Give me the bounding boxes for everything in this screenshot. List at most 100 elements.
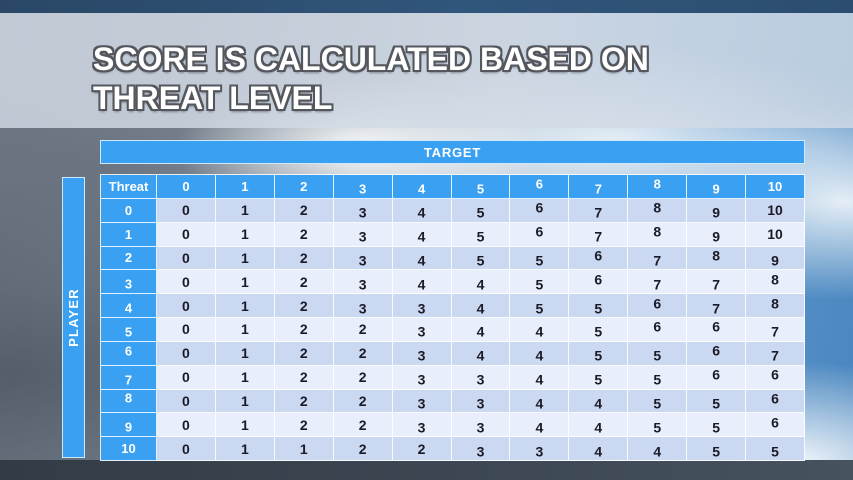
score-cell-r8-c1-text: 1 xyxy=(240,392,249,409)
score-cell-r7-c7-text: 5 xyxy=(594,371,603,388)
score-cell-r2-c0-text: 0 xyxy=(182,249,190,266)
score-cell-r9-c9: 5 xyxy=(687,413,747,438)
score-cell-r7-c8-text: 5 xyxy=(653,371,662,388)
score-cell-r9-c0: 0 xyxy=(157,413,216,438)
score-cell-r4-c7: 5 xyxy=(569,294,629,318)
target-column-header-7: 7 xyxy=(569,175,629,199)
score-cell-r7-c5: 3 xyxy=(451,365,511,390)
score-cell-r4-c8: 6 xyxy=(628,294,688,318)
score-cell-r2-c4-text: 4 xyxy=(417,252,426,269)
score-cell-r6-c4-text: 3 xyxy=(417,347,426,364)
score-cell-r7-c6-text: 4 xyxy=(535,371,544,388)
score-cell-r3-c6: 5 xyxy=(510,270,570,295)
score-cell-r2-c9: 8 xyxy=(687,246,747,271)
score-cell-r3-c2: 2 xyxy=(274,270,334,295)
score-cell-r7-c1: 1 xyxy=(215,365,275,390)
score-cell-r8-c2: 2 xyxy=(274,389,334,414)
player-row-header-6: 6 xyxy=(101,341,157,366)
target-column-header-9-text: 9 xyxy=(712,181,720,197)
score-cell-r8-c10: 6 xyxy=(746,389,805,414)
score-cell-r4-c5-text: 4 xyxy=(476,300,485,317)
score-cell-r7-c4: 3 xyxy=(392,365,452,390)
score-cell-r4-c9: 7 xyxy=(687,294,747,318)
score-cell-r6-c9-text: 6 xyxy=(712,342,721,359)
score-cell-r5-c10-text: 7 xyxy=(771,323,779,340)
score-cell-r7-c3: 2 xyxy=(333,365,393,390)
score-cell-r9-c5-text: 3 xyxy=(476,419,485,436)
score-cell-r3-c4-text: 4 xyxy=(417,276,426,293)
target-column-header-8: 8 xyxy=(628,175,688,199)
score-cell-r5-c9-text: 6 xyxy=(712,318,721,335)
target-column-header-7-text: 7 xyxy=(594,181,602,197)
score-cell-r0-c6-text: 6 xyxy=(535,199,544,216)
player-row-header-3-text: 3 xyxy=(124,276,133,292)
bottom-dark-band xyxy=(0,460,853,480)
score-cell-r4-c1: 1 xyxy=(215,294,275,318)
score-cell-r4-c9-text: 7 xyxy=(712,300,721,317)
player-row-header-10: 10 xyxy=(101,437,157,461)
slide-title: SCORE IS CALCULATED BASED ON THREAT LEVE… xyxy=(93,40,649,118)
score-cell-r10-c6-text: 3 xyxy=(535,443,544,460)
score-cell-r3-c9: 7 xyxy=(687,270,747,295)
score-cell-r0-c4-text: 4 xyxy=(417,204,426,221)
target-axis-bar: TARGET xyxy=(100,140,805,164)
score-cell-r7-c0-text: 0 xyxy=(182,369,190,386)
target-column-header-5-text: 5 xyxy=(476,181,485,197)
score-cell-r9-c3: 2 xyxy=(333,413,393,438)
score-cell-r6-c3-text: 2 xyxy=(358,345,367,362)
score-cell-r7-c1-text: 1 xyxy=(240,369,249,386)
score-cell-r1-c9: 9 xyxy=(687,222,747,247)
score-cell-r10-c1: 1 xyxy=(215,437,275,461)
score-cell-r8-c1: 1 xyxy=(215,389,275,414)
score-cell-r4-c0: 0 xyxy=(157,294,216,318)
score-cell-r0-c10-text: 10 xyxy=(767,202,783,219)
player-row-header-0-text: 0 xyxy=(124,202,133,218)
score-cell-r10-c4-text: 2 xyxy=(417,440,426,457)
score-cell-r1-c7: 7 xyxy=(569,222,629,247)
score-cell-r9-c2: 2 xyxy=(274,413,334,438)
score-cell-r10-c7-text: 4 xyxy=(594,443,603,460)
score-cell-r3-c8: 7 xyxy=(628,270,688,295)
score-cell-r4-c6: 5 xyxy=(510,294,570,318)
score-cell-r9-c7-text: 4 xyxy=(594,419,603,436)
score-cell-r9-c6: 4 xyxy=(510,413,570,438)
score-cell-r4-c8-text: 6 xyxy=(653,295,662,312)
score-cell-r0-c9-text: 9 xyxy=(712,204,721,221)
score-cell-r1-c0: 0 xyxy=(157,222,216,247)
score-cell-r2-c3-text: 3 xyxy=(358,252,367,269)
score-cell-r6-c3: 2 xyxy=(333,341,393,366)
score-cell-r7-c2: 2 xyxy=(274,365,334,390)
score-cell-r0-c1: 1 xyxy=(215,198,275,223)
score-cell-r10-c2-text: 1 xyxy=(299,440,308,457)
score-cell-r8-c9: 5 xyxy=(687,389,747,414)
score-cell-r5-c4-text: 3 xyxy=(417,323,426,340)
score-cell-r10-c3-text: 2 xyxy=(358,440,367,457)
score-cell-r6-c8: 5 xyxy=(628,341,688,366)
score-cell-r10-c1-text: 1 xyxy=(240,440,249,457)
score-cell-r8-c6: 4 xyxy=(510,389,570,414)
score-cell-r6-c6-text: 4 xyxy=(535,347,544,364)
target-column-header-4-text: 4 xyxy=(417,181,426,197)
score-cell-r6-c5-text: 4 xyxy=(476,347,485,364)
score-cell-r5-c4: 3 xyxy=(392,318,452,342)
score-cell-r2-c4: 4 xyxy=(392,246,452,271)
score-cell-r4-c0-text: 0 xyxy=(182,297,190,314)
score-cell-r3-c0-text: 0 xyxy=(182,273,190,290)
score-cell-r8-c8-text: 5 xyxy=(653,395,662,412)
score-cell-r6-c5: 4 xyxy=(451,341,511,366)
score-cell-r0-c9: 9 xyxy=(687,198,747,223)
target-column-header-4: 4 xyxy=(392,175,452,199)
player-row-header-10-text: 10 xyxy=(121,441,136,457)
title-band: SCORE IS CALCULATED BASED ON THREAT LEVE… xyxy=(0,13,853,128)
score-cell-r2-c6: 5 xyxy=(510,246,570,271)
score-cell-r6-c7: 5 xyxy=(569,341,629,366)
score-cell-r10-c9: 5 xyxy=(687,437,747,461)
score-cell-r5-c9: 6 xyxy=(687,318,747,342)
score-cell-r1-c10: 10 xyxy=(746,222,805,247)
score-cell-r1-c4: 4 xyxy=(392,222,452,247)
score-cell-r6-c7-text: 5 xyxy=(594,347,603,364)
target-axis-label: TARGET xyxy=(423,144,482,160)
score-cell-r9-c4-text: 3 xyxy=(417,419,426,436)
score-cell-r9-c4: 3 xyxy=(392,413,452,438)
target-column-header-0-text: 0 xyxy=(182,178,190,194)
